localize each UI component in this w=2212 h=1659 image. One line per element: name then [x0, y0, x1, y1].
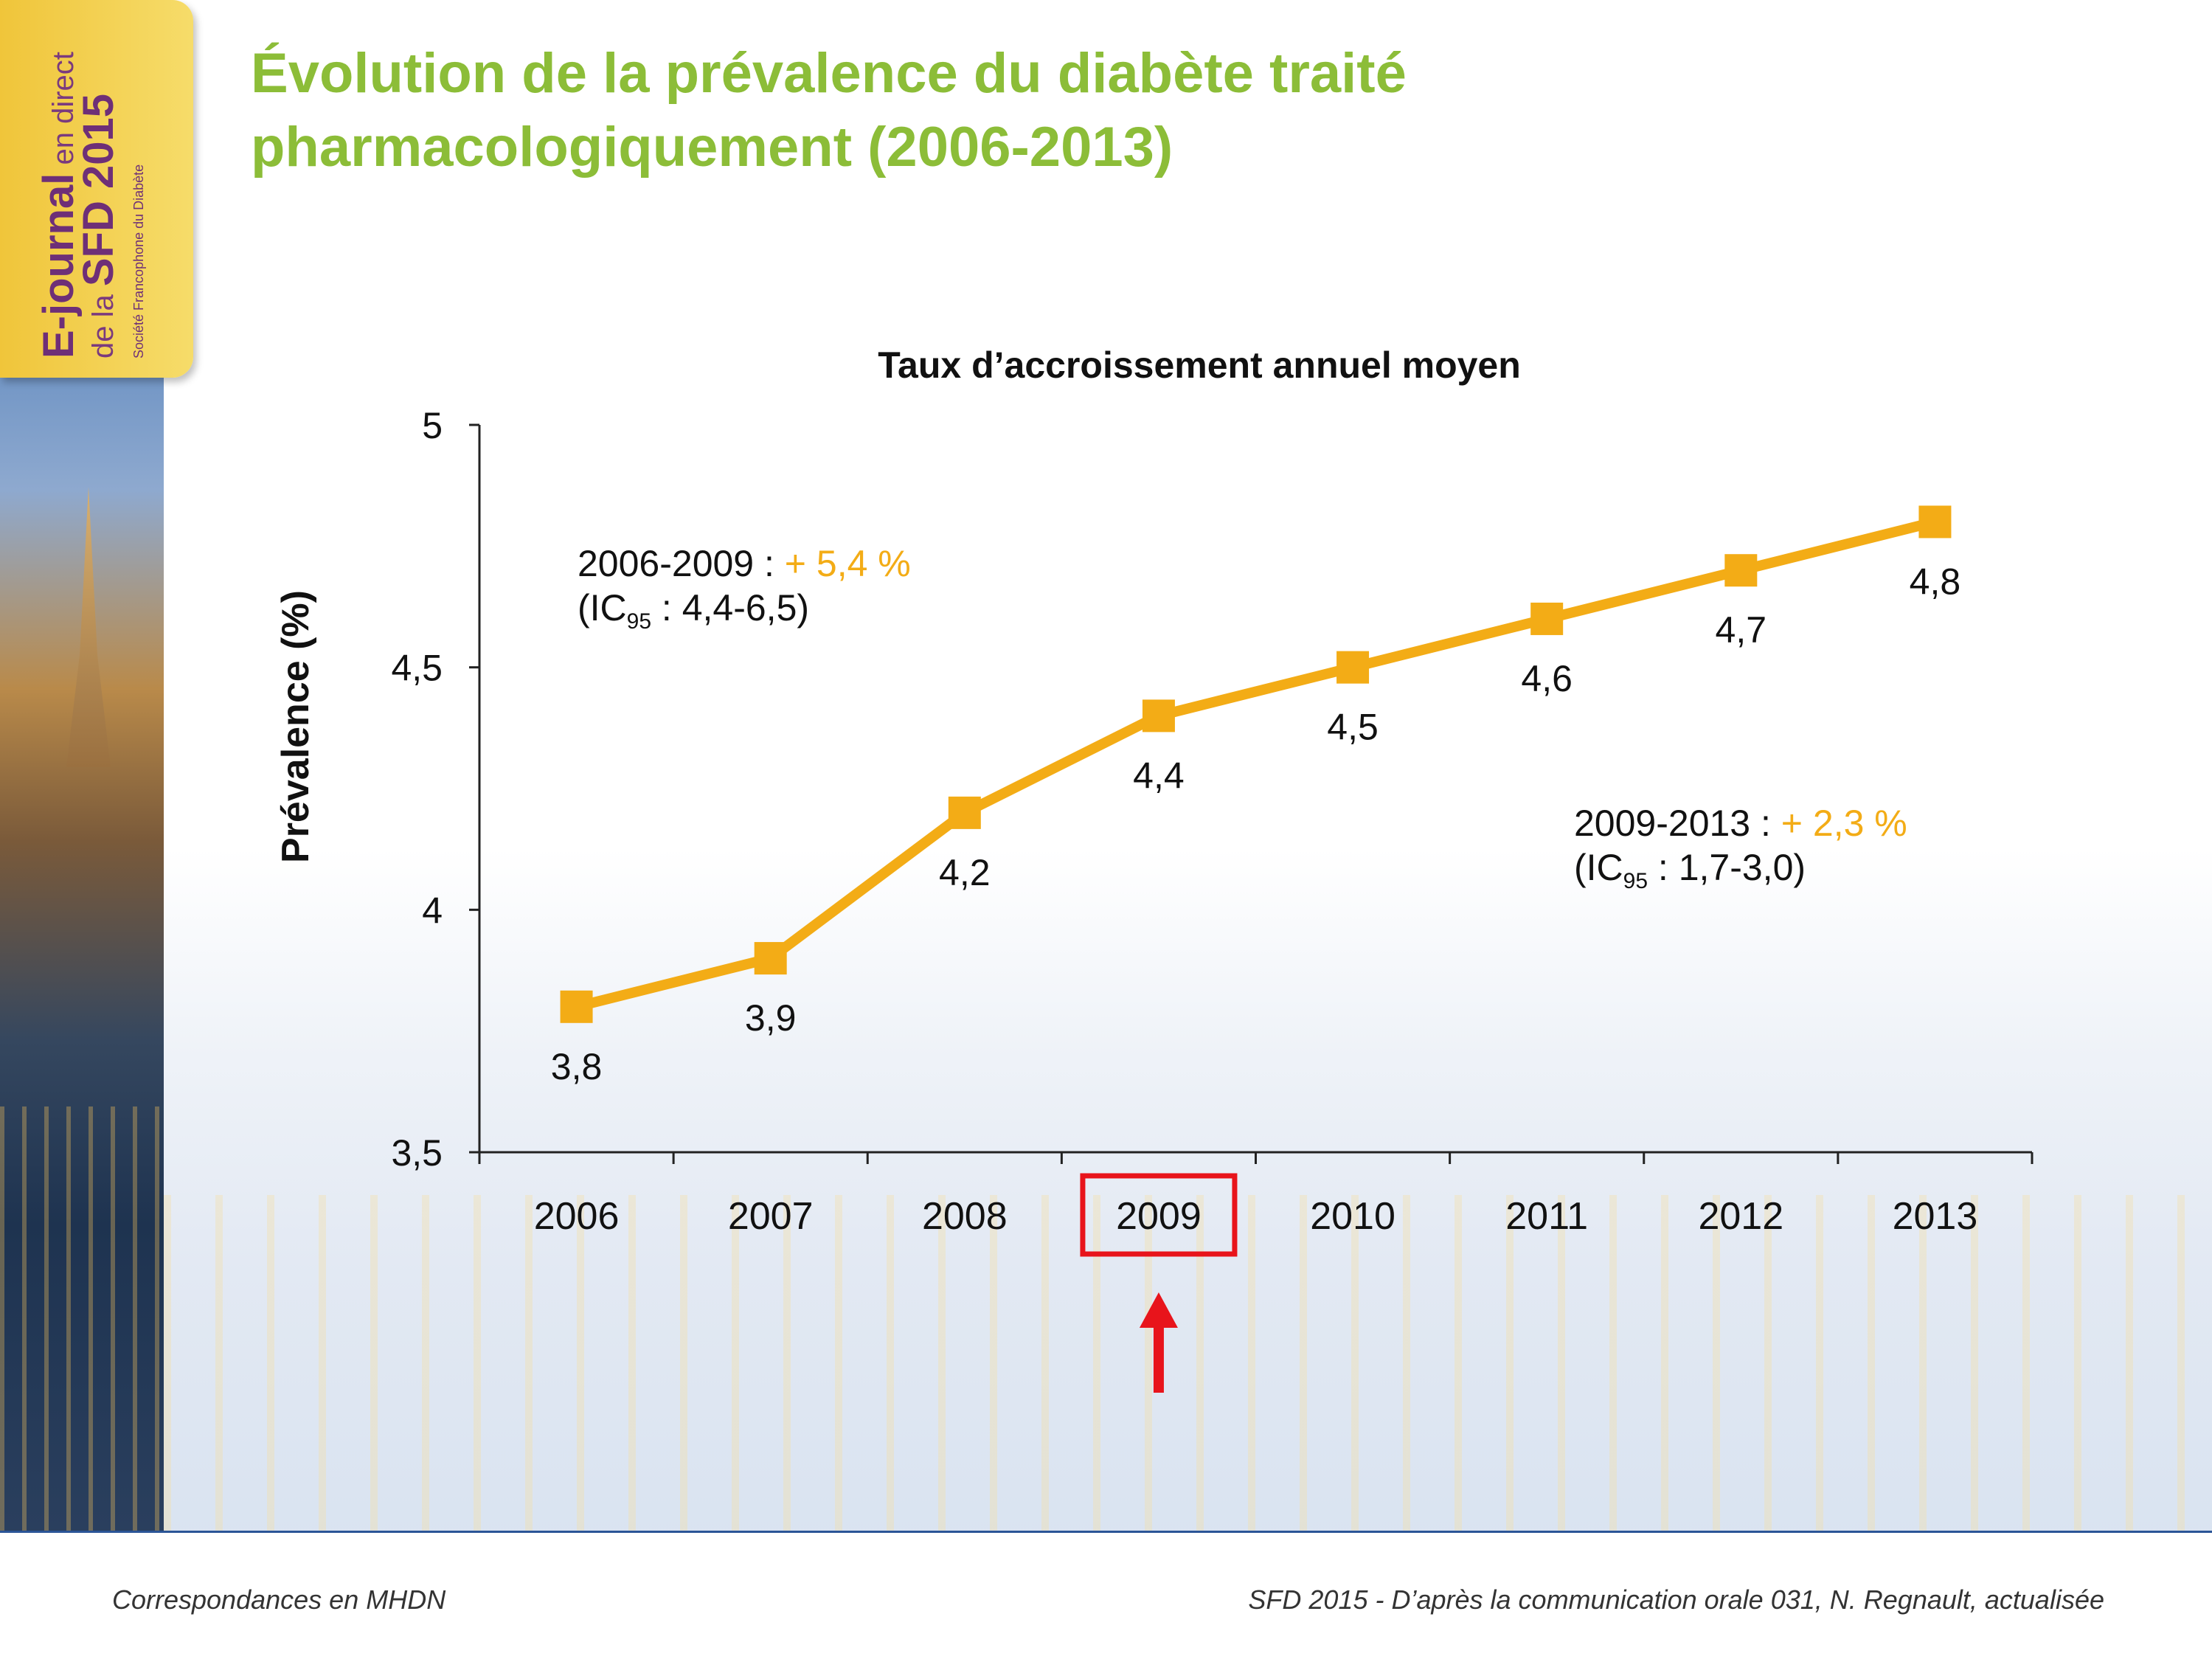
- footer-credit: SFD 2015 - D’après la communication oral…: [1248, 1584, 2104, 1615]
- y-tick-label: 4: [422, 890, 443, 931]
- data-point: [1336, 651, 1370, 684]
- data-label: 4,5: [1327, 707, 1379, 748]
- page-title: Évolution de la prévalence du diabète tr…: [251, 37, 2021, 184]
- y-tick-label: 3,5: [391, 1132, 443, 1174]
- annotation-2-ci-sub: 95: [1623, 869, 1648, 893]
- footer-source-journal: Correspondances en MHDN: [112, 1584, 446, 1615]
- data-point: [1724, 554, 1758, 587]
- x-tick-label: 2010: [1310, 1195, 1395, 1238]
- data-point: [1918, 505, 1952, 538]
- x-tick-label: 2011: [1505, 1195, 1588, 1238]
- y-tick-label: 5: [422, 405, 443, 446]
- annotation-1-ci-sub: 95: [626, 609, 652, 634]
- annotation-1-period: 2006-2009 :: [578, 543, 785, 584]
- x-tick-label: 2012: [1698, 1195, 1783, 1238]
- y-tick-label: 4,5: [391, 648, 443, 689]
- x-tick-label: 2007: [728, 1195, 814, 1238]
- title-line-1: Évolution de la prévalence du diabète tr…: [251, 42, 1407, 105]
- annotation-2-ci-label: (IC: [1574, 847, 1623, 888]
- x-tick-label: 2009: [1116, 1195, 1202, 1238]
- chart-title: Taux d’accroissement annuel moyen: [878, 344, 1521, 386]
- annotation-2-period: 2009-2013 :: [1574, 803, 1781, 844]
- axes: 3,5 4 4,5 5 2006 2007 2008 2009 2010 2011 2012 2013: [391, 405, 2034, 1393]
- data-label: 3,8: [551, 1046, 603, 1087]
- data-point: [754, 942, 787, 975]
- data-label: 4,7: [1716, 609, 1767, 651]
- annotation-2009-2013: 2009-2013 : + 2,3 % (IC95 : 1,7-3,0): [1574, 801, 1907, 904]
- data-point: [1142, 699, 1175, 732]
- x-tick-label: 2008: [922, 1195, 1008, 1238]
- data-label: 3,9: [745, 997, 797, 1039]
- annotation-1-value: + 5,4 %: [784, 543, 911, 584]
- prevalence-line: [575, 516, 1937, 1012]
- highlight-arrow-head: [1139, 1292, 1178, 1328]
- data-label: 4,6: [1521, 658, 1573, 699]
- background-reflections: [164, 1195, 2212, 1531]
- x-tick-label: 2013: [1893, 1195, 1978, 1238]
- water-reflections: [0, 1106, 164, 1531]
- data-label: 4,4: [1133, 755, 1185, 796]
- footer-divider: [0, 1531, 2212, 1533]
- data-label: 4,2: [939, 852, 991, 893]
- highlight-box: [1080, 1173, 1238, 1257]
- ejournal-logo: E-journal en direct de la SFD 2015 Socié…: [0, 0, 193, 378]
- title-line-2: pharmacologiquement (2006-2013): [251, 116, 1173, 179]
- y-axis-label: Prévalence (%): [274, 590, 317, 863]
- annotation-1-ci-range: : 4,4-6,5): [651, 587, 810, 628]
- annotation-2006-2009: 2006-2009 : + 5,4 % (IC95 : 4,4-6,5): [578, 541, 911, 644]
- data-label: 4,8: [1910, 561, 1961, 602]
- labels-group: 3,8 3,9 4,2 4,4 4,5 4,6 4,7 4,8: [551, 561, 1960, 1087]
- background-city: [164, 848, 2212, 1531]
- annotation-1-ci-label: (IC: [578, 587, 627, 628]
- series-group: [560, 505, 1952, 1023]
- annotation-2-ci-range: : 1,7-3,0): [1648, 847, 1806, 888]
- data-point: [560, 990, 593, 1023]
- data-point: [948, 796, 981, 829]
- annotation-2-value: + 2,3 %: [1781, 803, 1907, 844]
- x-tick-label: 2006: [534, 1195, 620, 1238]
- data-point: [1530, 602, 1564, 635]
